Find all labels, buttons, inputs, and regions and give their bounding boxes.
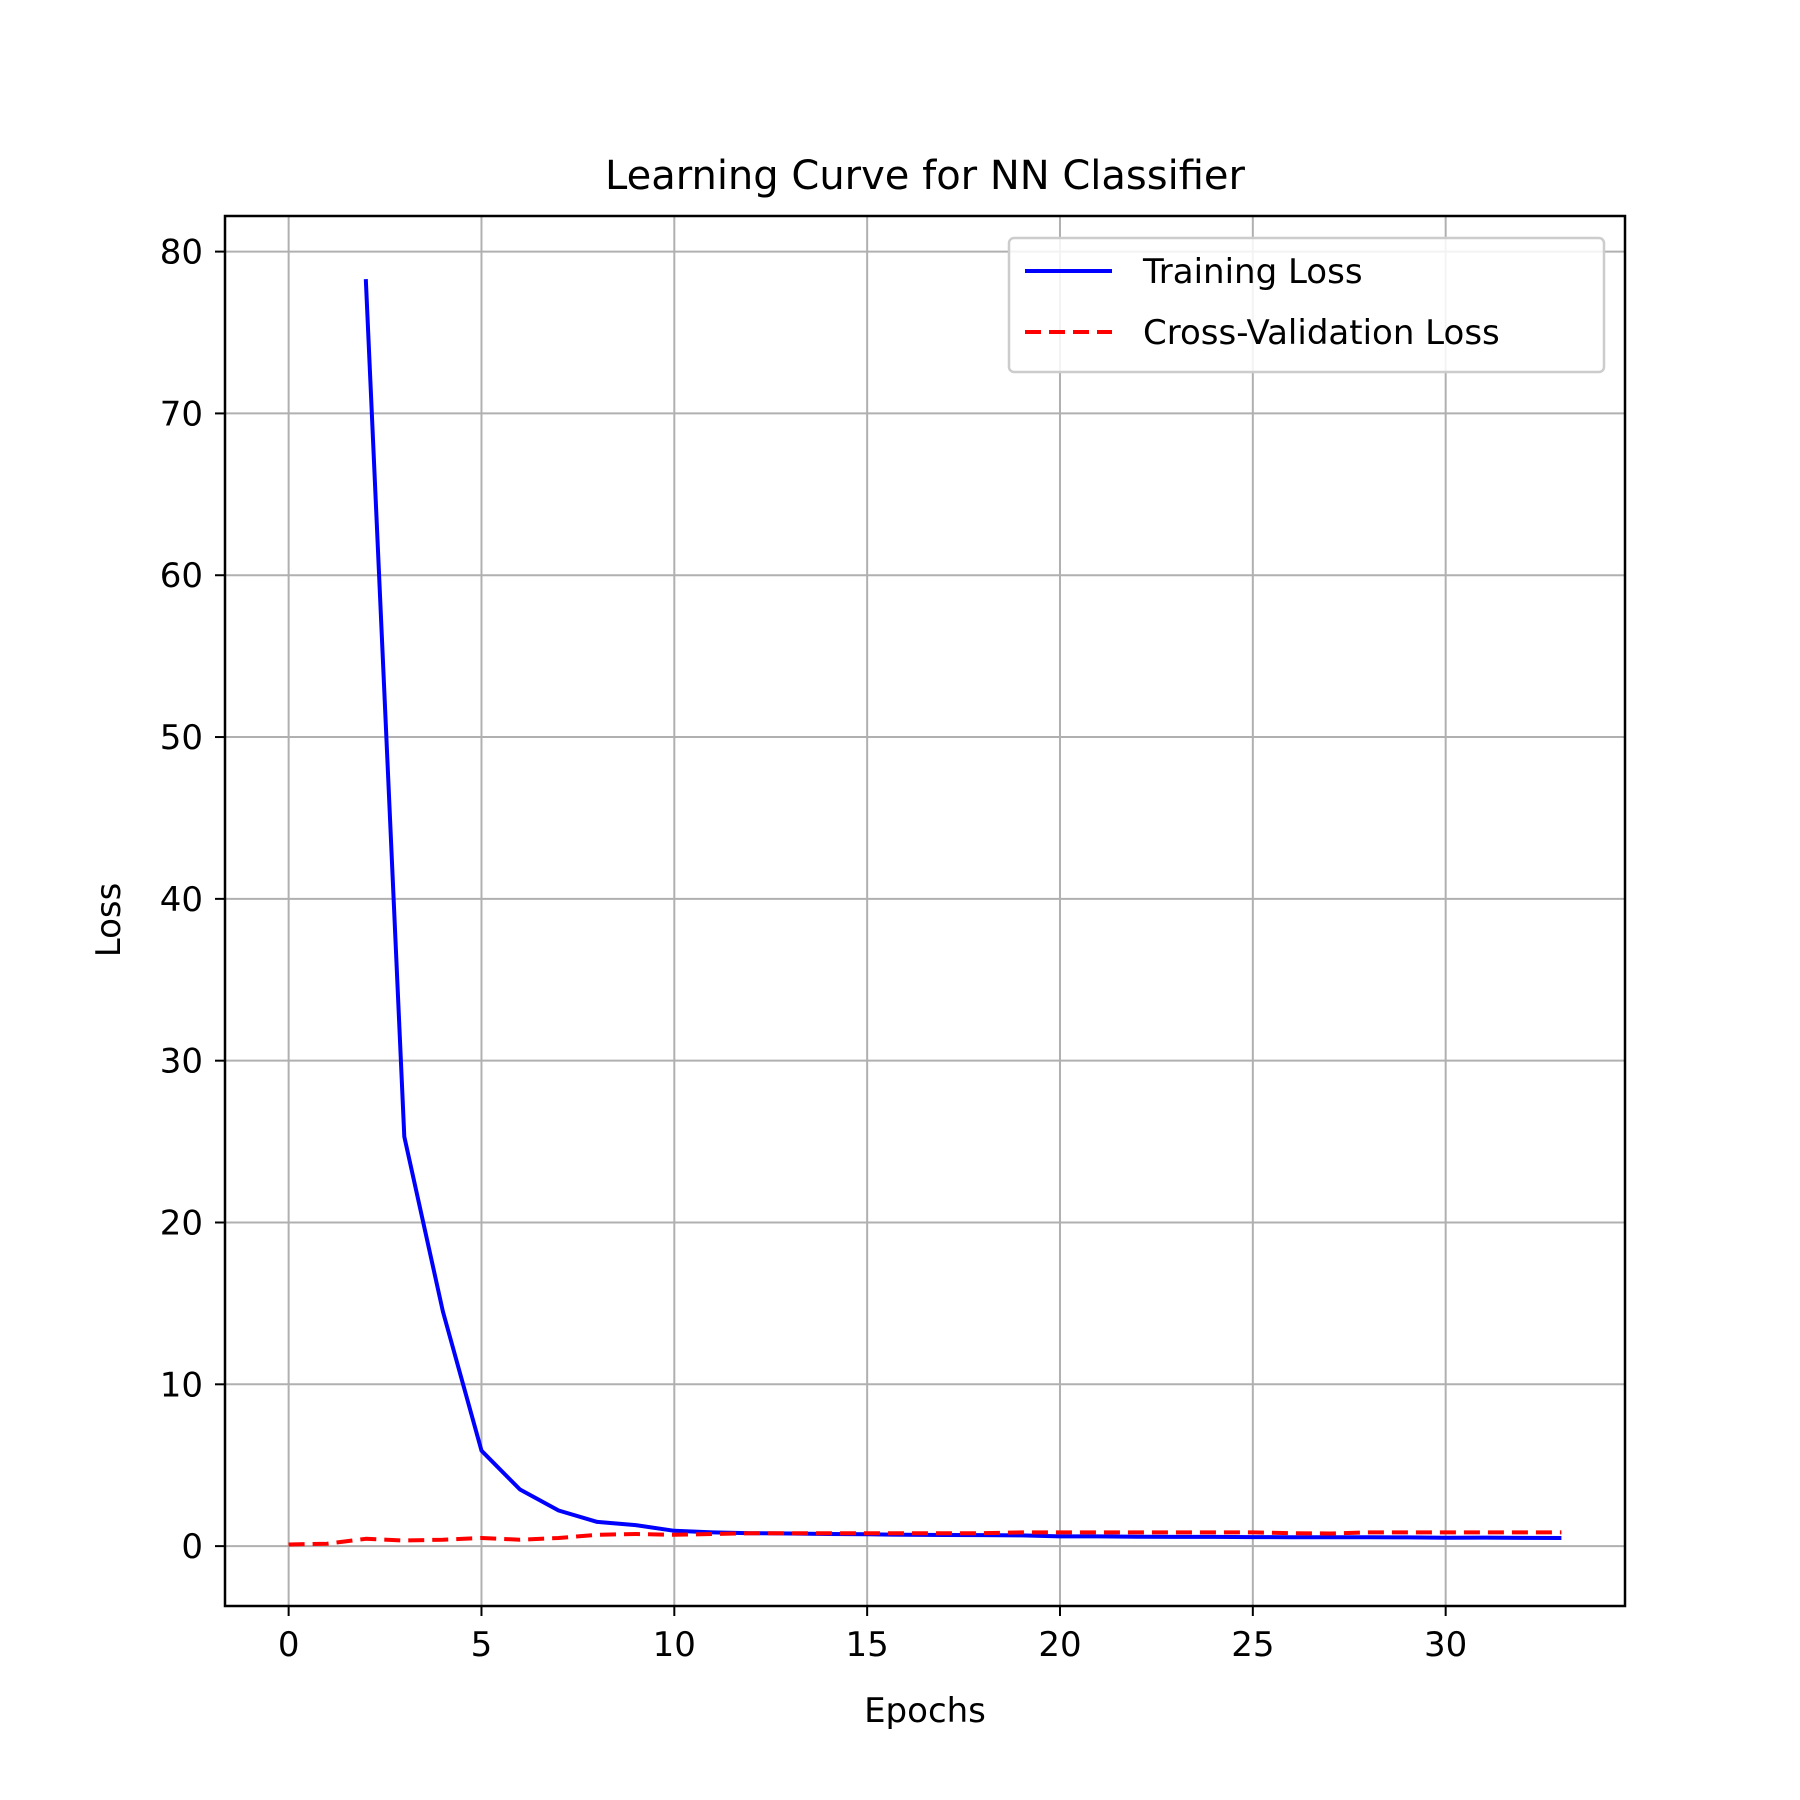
y-tick-label: 0 xyxy=(181,1527,203,1567)
y-tick-label: 30 xyxy=(160,1042,203,1082)
grid-lines xyxy=(225,216,1625,1606)
y-tick-label: 20 xyxy=(160,1203,203,1243)
legend-box xyxy=(1007,236,1606,374)
series-lines xyxy=(288,279,1562,1547)
x-tick-label: 30 xyxy=(1424,1625,1467,1665)
y-tick-label: 70 xyxy=(160,394,203,434)
y-tick-label: 60 xyxy=(160,556,203,596)
chart-title: Learning Curve for NN Classifier xyxy=(605,153,1246,199)
legend: Training Loss Cross-Validation Loss xyxy=(1007,236,1606,374)
x-tick-label: 0 xyxy=(278,1625,300,1665)
legend-label-training-loss: Training Loss xyxy=(1142,252,1363,292)
plot-frame xyxy=(223,214,1627,1608)
y-tick-label: 10 xyxy=(160,1365,203,1405)
x-tick-label: 10 xyxy=(653,1625,696,1665)
y-tick-label: 50 xyxy=(160,718,203,758)
series-line-cross-validation-loss xyxy=(288,1530,1562,1547)
y-tick-label: 40 xyxy=(160,880,203,920)
x-tick-label: 15 xyxy=(846,1625,889,1665)
x-tick-label: 25 xyxy=(1231,1625,1274,1665)
axis-ticks: 0 5 10 15 20 25 30 0 10 20 30 40 50 60 70 80 xyxy=(160,233,1468,1665)
x-tick-label: 20 xyxy=(1038,1625,1081,1665)
x-axis-label: Epochs xyxy=(864,1691,986,1731)
y-axis-label: Loss xyxy=(89,883,129,958)
y-tick-label: 80 xyxy=(160,233,203,273)
legend-label-cross-validation-loss: Cross-Validation Loss xyxy=(1143,313,1500,353)
x-tick-label: 5 xyxy=(471,1625,493,1665)
